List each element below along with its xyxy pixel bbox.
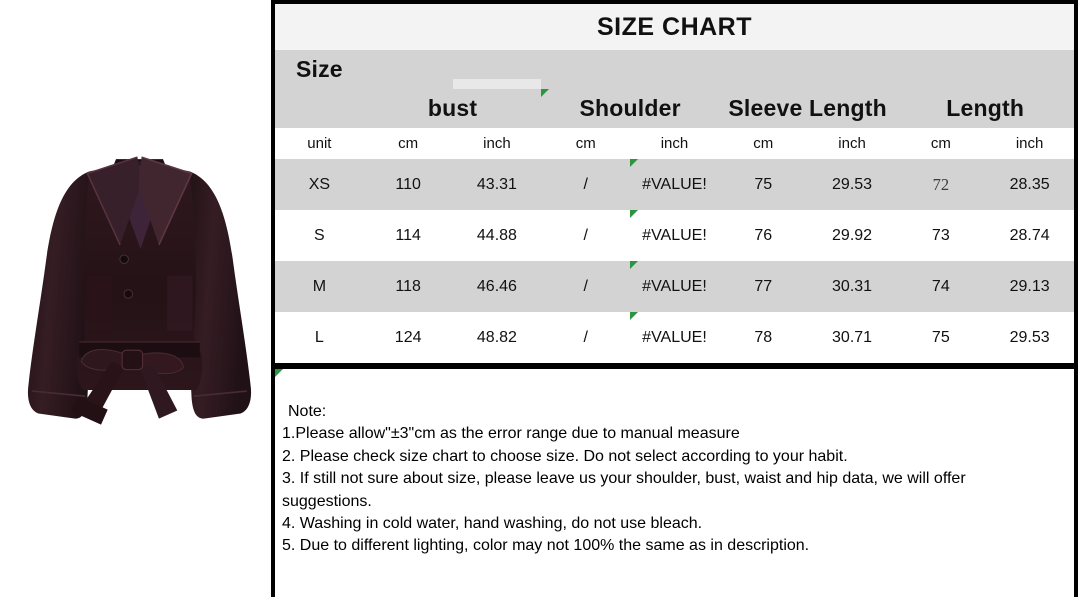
column-header-label: Shoulder	[579, 95, 681, 121]
column-header-label: Length	[946, 95, 1025, 121]
column-header-label: Size	[295, 56, 343, 82]
unit-cell: inch	[660, 135, 689, 152]
note-line: suggestions.	[282, 492, 372, 510]
note-line: 1.Please allow"±3"cm as the error range …	[282, 425, 740, 443]
table-cell: 48.82	[476, 328, 517, 346]
note-line: 2. Please check size chart to choose siz…	[282, 447, 848, 465]
table-cell-error: #VALUE!	[630, 261, 719, 312]
row-label: M	[312, 277, 327, 295]
column-header-label: bust	[427, 95, 478, 121]
error-indicator-icon	[541, 89, 550, 97]
unit-cell: inch	[483, 135, 511, 152]
row-label: S	[314, 226, 325, 244]
table-cell: /	[583, 226, 588, 244]
table-cell: 76	[754, 226, 773, 244]
table-cell: 72	[932, 174, 950, 194]
table-cell: 29.53	[1009, 328, 1050, 346]
error-value: #VALUE!	[642, 328, 707, 346]
table-cell: /	[583, 328, 588, 346]
table-cell: 124	[394, 328, 422, 346]
table-cell: 30.31	[832, 277, 873, 295]
table-cell: 28.35	[1009, 175, 1050, 193]
error-value: #VALUE!	[642, 226, 707, 244]
table-row-xs: XS 110 43.31 / #VALUE! 75 29.53 72 28.35	[275, 159, 1074, 210]
error-indicator-icon	[630, 261, 639, 269]
column-header-length: Length	[896, 89, 1074, 128]
notes-heading: Note:	[288, 403, 327, 420]
row-label: L	[314, 328, 324, 346]
table-cell: 30.71	[832, 328, 873, 346]
table-cell: 75	[931, 328, 950, 346]
error-value: #VALUE!	[642, 175, 707, 193]
unit-cell: cm	[753, 135, 774, 152]
column-header-label: Sleeve Length	[728, 95, 887, 121]
table-cell: 43.31	[476, 175, 517, 193]
error-indicator-icon	[275, 369, 283, 377]
table-row-l: L 124 48.82 / #VALUE! 78 30.71 75 29.53	[275, 312, 1074, 363]
table-cell: 29.92	[832, 226, 873, 244]
table-cell: 44.88	[476, 226, 517, 244]
table-cell: 75	[754, 175, 773, 193]
unit-cell: cm	[930, 135, 951, 152]
table-cell: 110	[395, 175, 421, 193]
unit-cell: inch	[1015, 135, 1044, 152]
product-photo-jacket	[22, 155, 257, 433]
note-line: 5. Due to different lighting, color may …	[282, 537, 810, 555]
column-header-sleeve-length: Sleeve Length	[719, 89, 897, 128]
table-cell: 114	[395, 226, 421, 244]
table-cell: 77	[754, 277, 773, 295]
table-cell: 78	[754, 328, 773, 346]
table-cell: 74	[931, 277, 950, 295]
table-cell: 29.13	[1009, 277, 1050, 295]
table-cell: 73	[931, 226, 950, 244]
unit-cell: unit	[307, 135, 332, 152]
table-cell: /	[583, 277, 588, 295]
unit-cell: cm	[398, 135, 419, 152]
column-header-shoulder: Shoulder	[541, 89, 719, 128]
table-cell: 46.46	[476, 277, 517, 295]
note-line: 3. If still not sure about size, please …	[282, 470, 966, 488]
table-header-row: Size bust Shoulder Sleeve Length Length	[275, 50, 1074, 128]
table-unit-row: unit cm inch cm inch cm inch cm inch	[275, 128, 1074, 159]
table-cell: 118	[395, 277, 421, 295]
unit-cell: inch	[838, 135, 866, 152]
error-indicator-icon	[630, 312, 639, 320]
table-cell-error: #VALUE!	[630, 210, 719, 261]
table-cell-error: #VALUE!	[630, 159, 719, 210]
error-indicator-icon	[630, 210, 639, 218]
table-cell: 28.74	[1009, 226, 1050, 244]
table-cell: 29.53	[832, 175, 873, 193]
size-chart-panel: SIZE CHART Size bust Shoulder Sleeve Len…	[271, 0, 1078, 597]
header-cell-gap-artifact	[452, 79, 542, 89]
table-cell-error: #VALUE!	[630, 312, 719, 363]
note-line: 4. Washing in cold water, hand washing, …	[282, 515, 703, 533]
table-cell: /	[583, 175, 588, 193]
unit-cell: cm	[575, 135, 596, 152]
error-value: #VALUE!	[642, 277, 707, 295]
error-indicator-icon	[630, 159, 639, 167]
row-label: XS	[308, 175, 331, 193]
column-header-size: Size	[275, 50, 364, 89]
jacket-illustration	[27, 156, 252, 425]
table-row-m: M 118 46.46 / #VALUE! 77 30.31 74 29.13	[275, 261, 1074, 312]
notes-section: Note: 1.Please allow"±3"cm as the error …	[275, 369, 1074, 597]
section-divider	[275, 363, 1074, 369]
table-row-s: S 114 44.88 / #VALUE! 76 29.92 73 28.74	[275, 210, 1074, 261]
size-chart-title: SIZE CHART	[275, 4, 1074, 50]
column-header-bust: bust	[364, 89, 542, 128]
